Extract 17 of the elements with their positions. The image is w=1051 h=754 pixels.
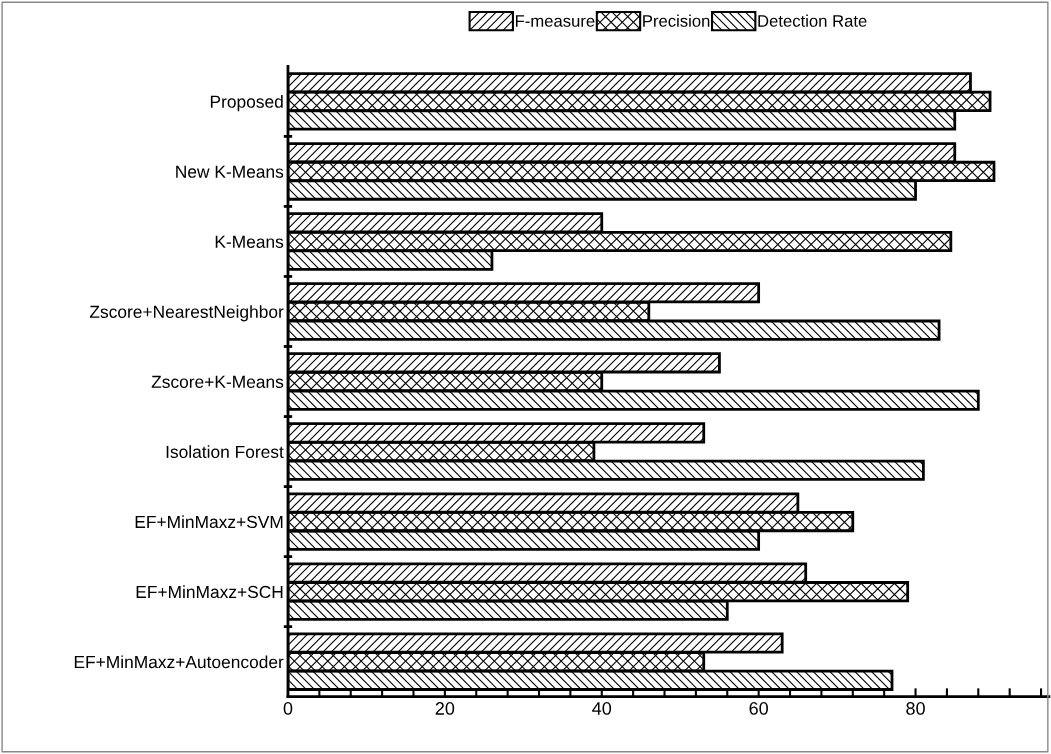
y-tick-label: Proposed bbox=[210, 95, 283, 112]
y-tick-label: New K-Means bbox=[176, 165, 284, 178]
x-tick-label: 60 bbox=[749, 702, 768, 715]
x-tick-label: 40 bbox=[592, 702, 612, 715]
y-tick-label: Zscore+K-Means bbox=[151, 375, 284, 388]
y-tick-label: Zscore+NearestNeighbor bbox=[89, 305, 284, 322]
y-tick-label: Isolation Forest bbox=[166, 445, 284, 459]
x-tick-label: 0 bbox=[283, 702, 293, 715]
y-tick-label: EF+MinMaxz+SVM bbox=[135, 515, 283, 529]
y-tick-label: K-Means bbox=[215, 235, 284, 248]
y-tick-label: EF+MinMaxz+SCH bbox=[136, 585, 283, 599]
legend-label: Precision bbox=[643, 14, 710, 27]
legend-label: F-measure bbox=[515, 15, 595, 27]
x-tick-label: 20 bbox=[435, 702, 455, 715]
legend-label: Detection Rate bbox=[758, 14, 867, 27]
y-tick-label: EF+MinMaxz+Autoencoder bbox=[74, 655, 284, 669]
x-tick-label: 80 bbox=[906, 702, 925, 715]
